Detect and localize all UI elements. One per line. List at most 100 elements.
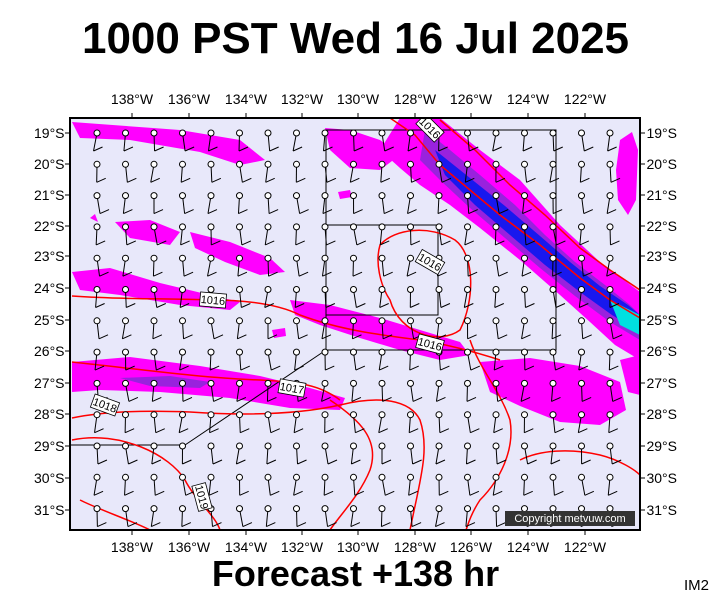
wind-barb xyxy=(578,348,589,371)
wind-barb xyxy=(321,473,334,496)
wind-barb xyxy=(521,317,531,340)
lat-tick-label: 31°S xyxy=(34,502,65,518)
wind-barb xyxy=(293,411,304,434)
wind-barb xyxy=(378,317,393,340)
wind-barb xyxy=(93,348,105,371)
wind-barb xyxy=(520,379,531,402)
lat-tick-label: 23°S xyxy=(646,248,677,264)
wind-barb xyxy=(407,411,419,434)
wind-barb xyxy=(606,411,618,434)
copyright-text: Copyright metvuw.com xyxy=(514,513,625,525)
wind-barb xyxy=(264,442,277,465)
wind-barb xyxy=(293,473,303,496)
lat-tick-label: 21°S xyxy=(34,187,65,203)
wind-barb xyxy=(521,411,534,434)
lat-tick-label: 27°S xyxy=(34,375,65,391)
lon-tick-label: 126°W xyxy=(450,91,493,107)
wind-barb xyxy=(492,160,506,183)
wind-barb xyxy=(293,286,305,308)
lat-tick-label: 20°S xyxy=(34,156,65,172)
wind-barb xyxy=(578,254,593,277)
wind-barb xyxy=(378,442,392,465)
lon-tick-label: 124°W xyxy=(507,539,550,555)
wind-barb xyxy=(521,348,535,371)
wind-barb xyxy=(150,286,166,308)
wind-barb xyxy=(207,442,223,465)
wind-barb xyxy=(606,129,617,152)
wind-barb xyxy=(179,505,192,528)
wind-barb xyxy=(549,223,566,246)
wind-barb xyxy=(236,192,248,215)
wind-barb xyxy=(292,129,303,152)
wind-barb xyxy=(464,442,476,465)
wind-barb xyxy=(549,379,561,402)
wind-barb xyxy=(150,348,166,371)
wind-barb xyxy=(521,254,532,277)
lon-tick-label: 130°W xyxy=(337,539,380,555)
lon-tick-label: 134°W xyxy=(225,91,268,107)
lat-tick-label: 25°S xyxy=(34,312,65,328)
rain-bands xyxy=(72,118,640,425)
wind-barb xyxy=(521,129,533,152)
wind-barb xyxy=(606,192,617,215)
wind-barb xyxy=(349,160,360,183)
wind-barb xyxy=(122,442,138,465)
wind-barb xyxy=(321,286,336,308)
wind-barb xyxy=(264,473,280,496)
wind-barb xyxy=(321,192,333,215)
lat-tick-label: 24°S xyxy=(34,280,65,296)
wind-barb xyxy=(549,192,563,215)
wind-barb xyxy=(93,473,104,496)
wind-barb xyxy=(293,223,305,246)
isobar-label: 1019 xyxy=(191,482,213,512)
wind-barb xyxy=(407,348,419,371)
wind-barb xyxy=(179,348,189,371)
wind-barb xyxy=(179,317,193,340)
wind-barb xyxy=(606,254,616,277)
wind-barb xyxy=(435,192,448,215)
lat-tick-label: 29°S xyxy=(34,438,65,454)
wind-barb xyxy=(549,317,562,340)
wind-barb xyxy=(150,442,162,465)
wind-barb xyxy=(236,160,252,183)
lon-tick-label: 124°W xyxy=(507,91,550,107)
wind-barb xyxy=(492,317,508,340)
wind-barb xyxy=(549,411,565,434)
wind-barb xyxy=(264,379,277,402)
wind-barb xyxy=(350,473,365,496)
wind-barb xyxy=(464,348,481,371)
lon-tick-label: 132°W xyxy=(281,91,324,107)
wind-barb xyxy=(236,317,247,340)
wind-barb xyxy=(378,160,390,183)
lon-tick-label: 126°W xyxy=(450,539,493,555)
wind-barb xyxy=(235,442,246,465)
wind-barb xyxy=(321,317,332,340)
lon-tick-label: 134°W xyxy=(225,539,268,555)
wind-barb xyxy=(93,223,106,246)
wind-barb xyxy=(407,379,423,402)
wind-barb xyxy=(236,254,248,277)
wind-barb xyxy=(264,129,279,152)
wind-barb xyxy=(207,223,221,246)
wind-barb xyxy=(578,473,595,496)
wind-barb xyxy=(236,379,247,402)
lat-tick-label: 24°S xyxy=(646,280,677,296)
wind-barb xyxy=(464,379,477,402)
wind-barb xyxy=(207,348,220,371)
map-title: 1000 PST Wed 16 Jul 2025 xyxy=(81,14,630,63)
lat-tick-label: 22°S xyxy=(34,218,65,234)
wind-barb xyxy=(406,254,417,277)
wind-barb xyxy=(179,192,194,215)
wind-barb xyxy=(378,411,388,434)
wind-barb xyxy=(321,505,337,528)
wind-barb xyxy=(549,348,565,371)
wind-barb xyxy=(93,160,106,183)
wind-barb xyxy=(207,129,218,152)
wind-barb xyxy=(122,286,136,308)
wind-barb xyxy=(549,286,566,308)
wind-barb xyxy=(122,223,137,246)
wind-barb xyxy=(150,223,167,246)
wind-barb xyxy=(407,286,420,308)
wind-barb xyxy=(407,129,418,152)
